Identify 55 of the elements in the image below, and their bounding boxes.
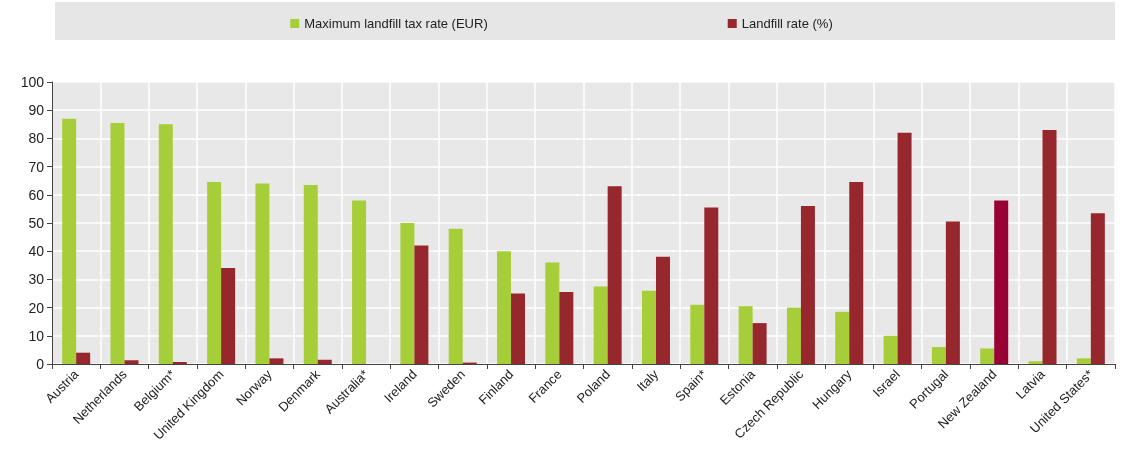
bar [641,290,656,364]
bar [317,359,332,364]
y-tick-label: 70 [28,158,45,175]
bar [511,293,526,364]
bar [593,286,608,364]
bar [945,221,960,364]
bar [738,306,753,364]
bar [62,118,77,364]
y-tick-label: 100 [20,74,45,90]
bar [980,348,995,364]
bar [269,358,284,364]
bar [1042,129,1057,364]
bar [607,186,622,364]
bar [704,207,719,364]
y-tick-label: 30 [28,271,45,288]
bar [497,251,512,364]
bar [883,335,898,364]
bar [1090,213,1105,364]
bar [800,206,815,364]
bar [690,304,705,364]
y-tick-label: 40 [28,243,45,260]
y-tick-label: 20 [28,299,45,316]
bar [124,360,139,364]
bar [786,307,801,364]
bar [110,122,125,364]
x-tick-label: Italy [633,366,662,395]
bar [255,183,270,364]
bar [897,132,912,364]
bar [835,311,850,364]
bar [994,200,1009,364]
bar [849,182,864,364]
bar [352,200,367,364]
bar [207,182,222,364]
y-tick-label: 10 [28,327,45,344]
bar [545,262,560,364]
bar [158,124,173,364]
bar [559,292,574,364]
bar [1028,361,1043,364]
bar [931,347,946,364]
y-tick-label: 50 [28,215,45,231]
legend-label: Maximum landfill tax rate (EUR) [304,16,488,31]
bar [303,184,318,364]
bar [752,323,767,364]
y-tick-label: 80 [28,130,45,147]
bar [1076,358,1091,364]
bar [414,245,429,364]
bar [448,228,463,364]
y-tick-label: 90 [28,102,45,119]
legend-label: Landfill rate (%) [741,16,833,31]
bar [400,223,415,364]
bar [655,256,670,364]
y-tick-label: 0 [36,356,45,372]
y-tick-label: 60 [28,186,45,203]
bar [76,352,91,364]
bar [221,268,236,364]
